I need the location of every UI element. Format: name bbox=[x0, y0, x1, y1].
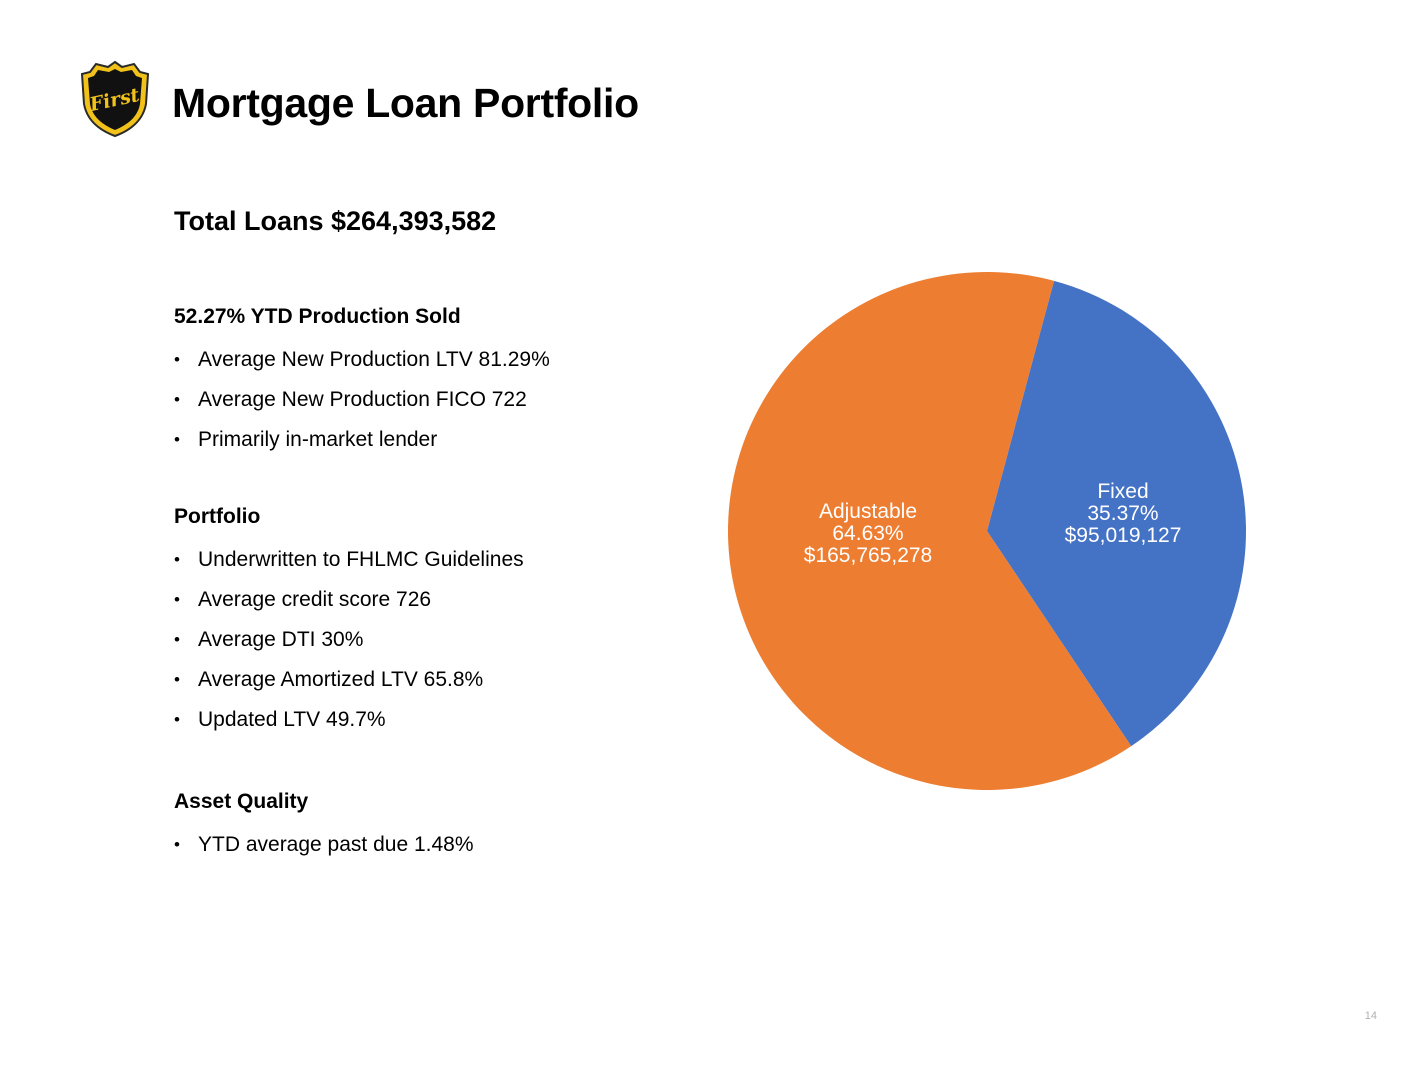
list-item: YTD average past due 1.48% bbox=[174, 825, 474, 865]
slice-data-label: Fixed 35.37% $95,019,127 bbox=[1065, 480, 1182, 547]
list-item: Average New Production LTV 81.29% bbox=[174, 340, 550, 380]
total-loans: Total Loans $264,393,582 bbox=[174, 206, 497, 236]
section-heading: 52.27% YTD Production Sold bbox=[174, 305, 461, 328]
page-number: 14 bbox=[1364, 1010, 1377, 1022]
page-title: Mortgage Loan Portfolio bbox=[172, 80, 639, 126]
loan-type-pie-chart: Fixed 35.37% $95,019,127 Adjustable 64.63% $1… bbox=[728, 272, 1246, 790]
list-item: Average credit score 726 bbox=[174, 580, 524, 620]
list-item: Average Amortized LTV 65.8% bbox=[174, 660, 524, 700]
bank-logo-shield: First bbox=[80, 60, 150, 138]
section-portfolio: Portfolio Underwritten to FHLMC Guidelin… bbox=[174, 502, 524, 740]
slice-data-label: Adjustable 64.63% $165,765,278 bbox=[804, 500, 932, 567]
section-asset-quality: Asset Quality YTD average past due 1.48% bbox=[174, 787, 474, 865]
list-item: Updated LTV 49.7% bbox=[174, 700, 524, 740]
section-production: 52.27% YTD Production Sold Average New P… bbox=[174, 302, 550, 460]
list-item: Primarily in-market lender bbox=[174, 420, 550, 460]
list-item: Underwritten to FHLMC Guidelines bbox=[174, 540, 524, 580]
slice-adjustable bbox=[728, 272, 1132, 790]
section-heading: Portfolio bbox=[174, 505, 261, 528]
slice-fixed bbox=[987, 280, 1246, 747]
list-item: Average New Production FICO 722 bbox=[174, 380, 550, 420]
section-heading: Asset Quality bbox=[174, 790, 309, 813]
list-item: Average DTI 30% bbox=[174, 620, 524, 660]
